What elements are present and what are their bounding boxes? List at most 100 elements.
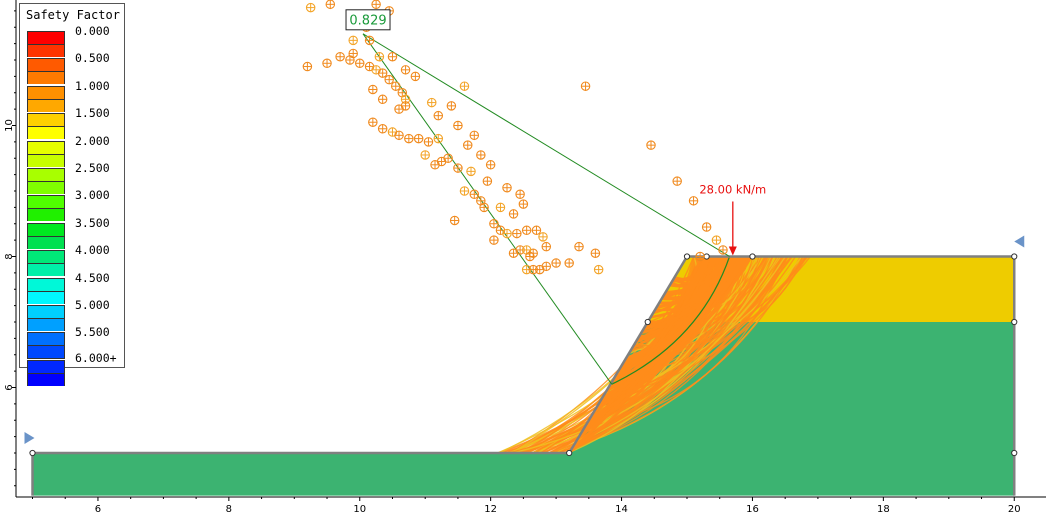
slip-center-marker[interactable] (377, 68, 388, 78)
slip-center-marker[interactable] (512, 228, 522, 239)
slip-center-marker[interactable] (377, 94, 388, 105)
line-load[interactable]: 28.00 kN/m (699, 183, 766, 256)
x-tick-label: 8 (226, 504, 232, 515)
slip-center-marker[interactable] (593, 264, 604, 275)
slip-center-marker[interactable] (564, 258, 574, 268)
slip-center-marker[interactable] (384, 74, 394, 85)
slip-center-marker[interactable] (322, 58, 332, 69)
slip-center-marker[interactable] (413, 133, 424, 144)
slip-center-marker[interactable] (580, 81, 591, 91)
slip-center-marker[interactable] (688, 196, 699, 206)
boundary-vertices[interactable] (29, 253, 1018, 457)
critical-slip-surface[interactable] (611, 256, 731, 385)
slip-center-marker[interactable] (701, 222, 712, 232)
slip-center-marker[interactable] (489, 235, 499, 245)
slip-center-marker[interactable] (426, 97, 437, 108)
slip-center-marker[interactable] (518, 199, 529, 209)
slip-center-marker[interactable] (521, 225, 532, 236)
slip-center-marker[interactable] (368, 84, 378, 95)
slip-center-marker[interactable] (711, 235, 722, 245)
load-arrow-head (728, 246, 737, 256)
slip-center-marker[interactable] (348, 35, 358, 46)
slip-center-marker[interactable] (515, 189, 525, 200)
slip-center-marker[interactable] (400, 65, 411, 75)
slip-center-marker[interactable] (521, 245, 532, 255)
slip-center-marker[interactable] (453, 163, 463, 173)
x-tick-label: 16 (746, 504, 759, 515)
boundary-vertex[interactable] (566, 449, 573, 457)
slip-center-marker[interactable] (466, 166, 476, 177)
safety-factor-legend[interactable]: Safety Factor 0.000 0.500 1.000 1.500 2.000 2… (19, 3, 125, 386)
slip-center-marker[interactable] (390, 81, 401, 91)
slip-center-marker[interactable] (446, 101, 457, 111)
slip-center-marker[interactable] (672, 176, 682, 186)
slip-center-marker[interactable] (482, 176, 493, 186)
slip-center-marker[interactable] (531, 225, 542, 236)
slip-center-marker[interactable] (476, 150, 486, 160)
slip-center-marker[interactable] (433, 110, 444, 121)
slip-center-marker[interactable] (387, 51, 398, 62)
legend-swatch (27, 153, 65, 167)
boundary-vertex[interactable] (1011, 253, 1018, 260)
slip-center-marker[interactable] (368, 117, 378, 127)
slip-center-marker[interactable] (590, 248, 601, 258)
left-support-marker (24, 432, 35, 444)
boundary-vertex[interactable] (1011, 449, 1018, 457)
slip-center-marker[interactable] (374, 51, 385, 62)
slip-center-marker[interactable] (302, 61, 313, 72)
legend-swatch (27, 58, 65, 72)
slip-center-marker[interactable] (325, 0, 336, 10)
lower-soil-layer[interactable] (32, 322, 1015, 496)
slip-center-marker[interactable] (489, 219, 499, 229)
slip-center-marker[interactable] (646, 140, 656, 150)
slip-center-marker[interactable] (459, 186, 470, 196)
min-factor-label[interactable]: 0.829 (345, 9, 391, 31)
slip-center-marker[interactable] (377, 124, 388, 134)
slip-center-marker[interactable] (410, 71, 421, 82)
slip-center-marker[interactable] (371, 0, 381, 10)
boundary-vertex[interactable] (683, 253, 691, 260)
slip-center-marker[interactable] (574, 241, 584, 252)
slip-centers-grid[interactable] (302, 0, 728, 275)
slip-center-marker[interactable] (469, 130, 480, 141)
slip-center-marker[interactable] (462, 140, 473, 150)
boundary-vertex[interactable] (644, 318, 651, 326)
slip-center-marker[interactable] (453, 120, 463, 131)
slip-surface-arc (643, 255, 742, 331)
slip-center-marker[interactable] (479, 202, 489, 213)
slip-center-marker[interactable] (502, 182, 512, 193)
slip-center-marker[interactable] (495, 202, 506, 213)
slip-center-marker[interactable] (433, 133, 444, 144)
slip-center-marker[interactable] (502, 228, 512, 239)
slip-center-marker[interactable] (443, 153, 453, 164)
slip-center-marker[interactable] (525, 251, 535, 262)
slip-center-marker[interactable] (423, 137, 434, 147)
slip-center-marker[interactable] (695, 251, 705, 262)
boundary-vertex[interactable] (29, 449, 36, 457)
slip-center-marker[interactable] (394, 130, 404, 141)
slip-center-marker[interactable] (538, 232, 548, 242)
slip-center-marker[interactable] (335, 51, 345, 62)
slip-center-marker[interactable] (485, 160, 496, 170)
slip-center-marker[interactable] (394, 104, 404, 114)
legend-row (27, 359, 123, 387)
slip-center-marker[interactable] (508, 209, 519, 219)
slip-center-marker[interactable] (459, 81, 470, 91)
legend-swatch (27, 290, 65, 304)
slip-center-marker[interactable] (345, 55, 355, 65)
slip-center-marker[interactable] (469, 189, 480, 200)
slip-center-marker[interactable] (541, 241, 552, 252)
slip-center-marker[interactable] (541, 261, 552, 272)
legend-row: 0.000 (27, 24, 123, 58)
slip-center-marker[interactable] (404, 133, 414, 144)
slip-center-marker[interactable] (305, 2, 316, 13)
slip-center-marker[interactable] (718, 245, 728, 255)
boundary-vertex[interactable] (749, 253, 756, 260)
slip-center-marker[interactable] (420, 150, 430, 160)
slip-center-marker[interactable] (354, 58, 365, 69)
slip-center-marker[interactable] (551, 258, 561, 268)
slip-center-marker[interactable] (449, 215, 460, 226)
boundary-vertex[interactable] (1011, 318, 1018, 326)
slip-center-marker[interactable] (364, 35, 375, 46)
